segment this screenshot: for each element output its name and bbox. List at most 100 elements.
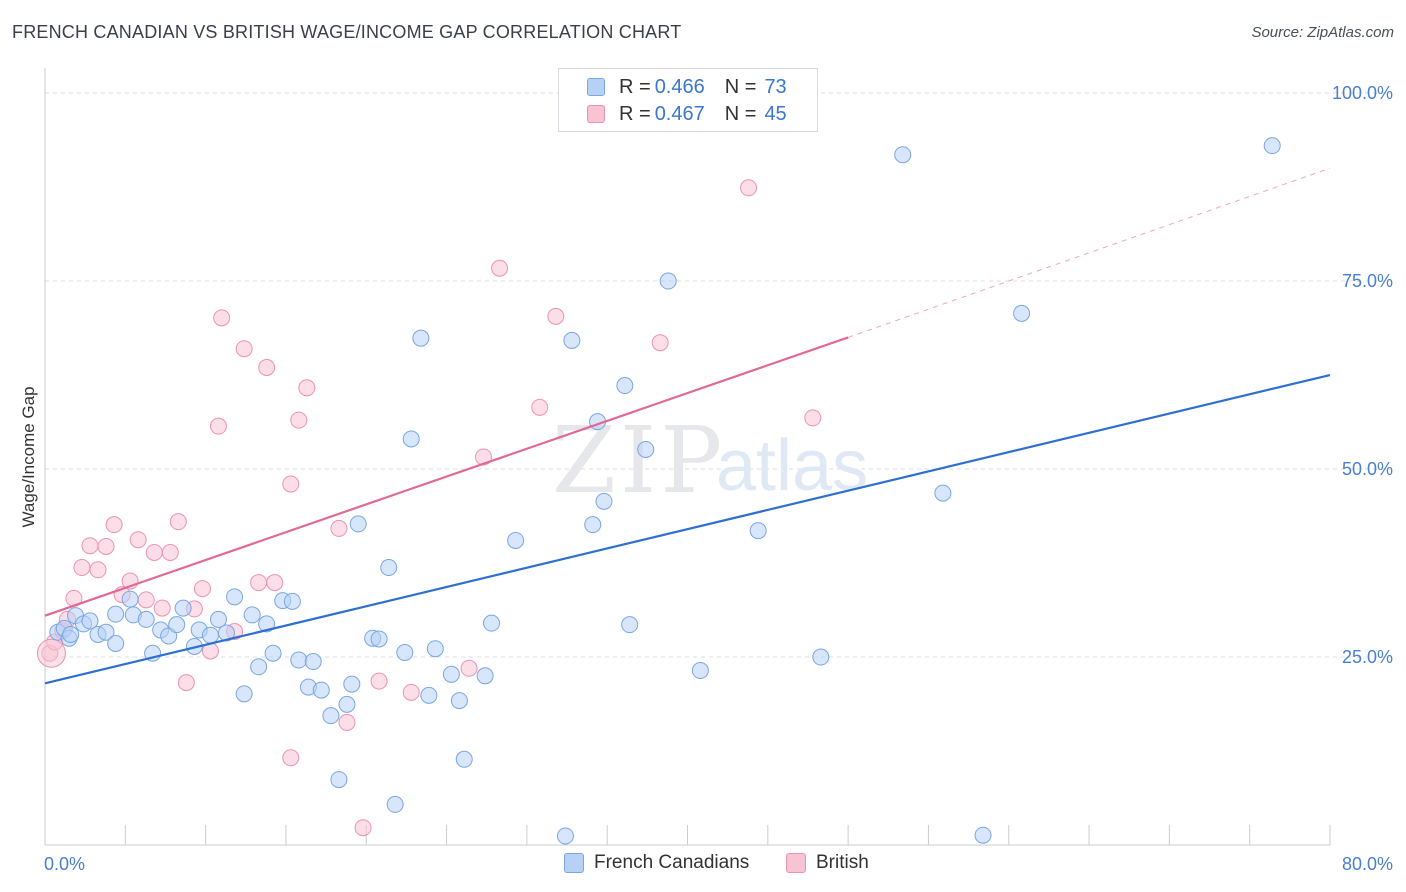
british-point <box>161 543 179 561</box>
french-canadian-point <box>107 605 125 623</box>
french-canadian-point <box>563 331 581 349</box>
british-point <box>177 674 195 692</box>
tick-labels: 25.0% 50.0% 75.0% 100.0% 0.0% 80.0% <box>44 83 1393 874</box>
legend-r-value: 0.467 <box>654 102 705 125</box>
french-canadian-point <box>412 329 430 347</box>
french-canadian-point <box>812 648 830 666</box>
british-point <box>105 516 123 534</box>
legend-n-value: 45 <box>764 102 787 125</box>
french-canadian-point <box>1013 304 1031 322</box>
french-canadian-point <box>338 695 356 713</box>
british-point <box>235 340 253 358</box>
british-point <box>298 379 316 397</box>
x-tick-label: 80.0% <box>1342 854 1393 874</box>
french-canadian-point <box>442 665 460 683</box>
french-canadian-point <box>209 610 227 628</box>
british-point <box>81 537 99 555</box>
british-point <box>475 448 493 466</box>
french-canadian-point <box>894 146 912 164</box>
french-canadian-point <box>659 272 677 290</box>
y-tick-label: 75.0% <box>1342 271 1393 291</box>
y-tick-label: 25.0% <box>1342 647 1393 667</box>
french-canadian-point <box>312 681 330 699</box>
french-canadian-point <box>226 588 244 606</box>
french-canadian-point <box>330 771 348 789</box>
legend-n-value: 73 <box>764 75 787 98</box>
french-canadian-point <box>304 653 322 671</box>
british-point <box>282 475 300 493</box>
grid-lines <box>45 92 1392 658</box>
british-point <box>282 749 300 767</box>
british-point <box>73 559 91 577</box>
french-canadian-point <box>386 795 404 813</box>
french-canadian-point <box>380 559 398 577</box>
french-canadian-point <box>616 377 634 395</box>
y-tick-label: 100.0% <box>1332 83 1393 103</box>
bottom-legend-swatch-blue <box>564 853 584 873</box>
x-tick-label: 0.0% <box>44 854 85 874</box>
french-canadian-point <box>349 515 367 533</box>
french-canadian-point <box>201 626 219 644</box>
french-canadian-point <box>168 616 186 634</box>
french-canadian-point <box>343 675 361 693</box>
british-point <box>338 713 356 731</box>
british-point <box>370 672 388 690</box>
british-point <box>169 513 187 531</box>
french-canadian-point <box>450 692 468 710</box>
british-point <box>290 411 308 429</box>
british-point <box>330 519 348 537</box>
watermark-atlas: atlas <box>716 426 868 506</box>
french-canadian-point <box>691 662 709 680</box>
british-point <box>193 580 211 598</box>
british-point <box>258 359 276 377</box>
french-canadian-point <box>934 484 952 502</box>
french-canadian-point <box>137 610 155 628</box>
french-canadian-point <box>290 651 308 669</box>
french-canadian-point <box>107 634 125 652</box>
british-point <box>97 537 115 555</box>
british-point <box>137 591 155 609</box>
british-point <box>354 819 372 837</box>
legend-r-label: R = <box>619 102 651 125</box>
british-point <box>89 561 107 579</box>
french-canadian-points <box>49 137 1281 845</box>
source-label: Source: ZipAtlas.com <box>1251 24 1394 41</box>
bottom-legend-label: French Canadians <box>594 852 750 873</box>
british-point <box>153 599 171 617</box>
correlation-legend: R = 0.466 N = 73 R = 0.467 N = 45 <box>558 68 818 132</box>
french-canadian-point <box>974 826 992 844</box>
french-canadian-point <box>174 599 192 617</box>
french-canadian-point <box>483 614 501 632</box>
british-point <box>740 179 758 197</box>
french-canadian-point <box>322 707 340 725</box>
bottom-legend-label: British <box>816 852 869 873</box>
french-canadian-point <box>1263 137 1281 155</box>
bottom-legend-french-canadians: French Canadians <box>564 852 749 874</box>
british-point-cluster <box>36 638 66 668</box>
french-canadian-trend-line <box>44 373 1331 685</box>
bottom-legend-swatch-pink <box>786 853 806 873</box>
british-point <box>213 309 231 327</box>
french-canadian-point <box>250 658 268 676</box>
axes <box>44 68 1331 846</box>
french-canadian-point <box>97 623 115 641</box>
french-canadian-point <box>81 612 99 630</box>
french-canadian-point <box>283 592 301 610</box>
french-canadian-point <box>370 630 388 648</box>
british-point <box>547 307 565 325</box>
legend-swatch-pink <box>587 105 605 123</box>
y-axis-title: Wage/Income Gap <box>19 386 38 527</box>
bottom-legend-british: British <box>786 852 869 874</box>
french-canadian-point <box>595 492 613 510</box>
french-canadian-point <box>218 624 236 642</box>
british-point <box>491 259 509 277</box>
legend-n-label: N = <box>724 75 757 98</box>
french-canadian-point <box>507 531 525 549</box>
british-trend-line <box>44 336 849 617</box>
legend-swatch-blue <box>587 78 605 96</box>
french-canadian-point <box>584 516 602 534</box>
british-point <box>250 574 268 592</box>
legend-n-label: N = <box>724 102 757 125</box>
french-canadian-point <box>235 685 253 703</box>
